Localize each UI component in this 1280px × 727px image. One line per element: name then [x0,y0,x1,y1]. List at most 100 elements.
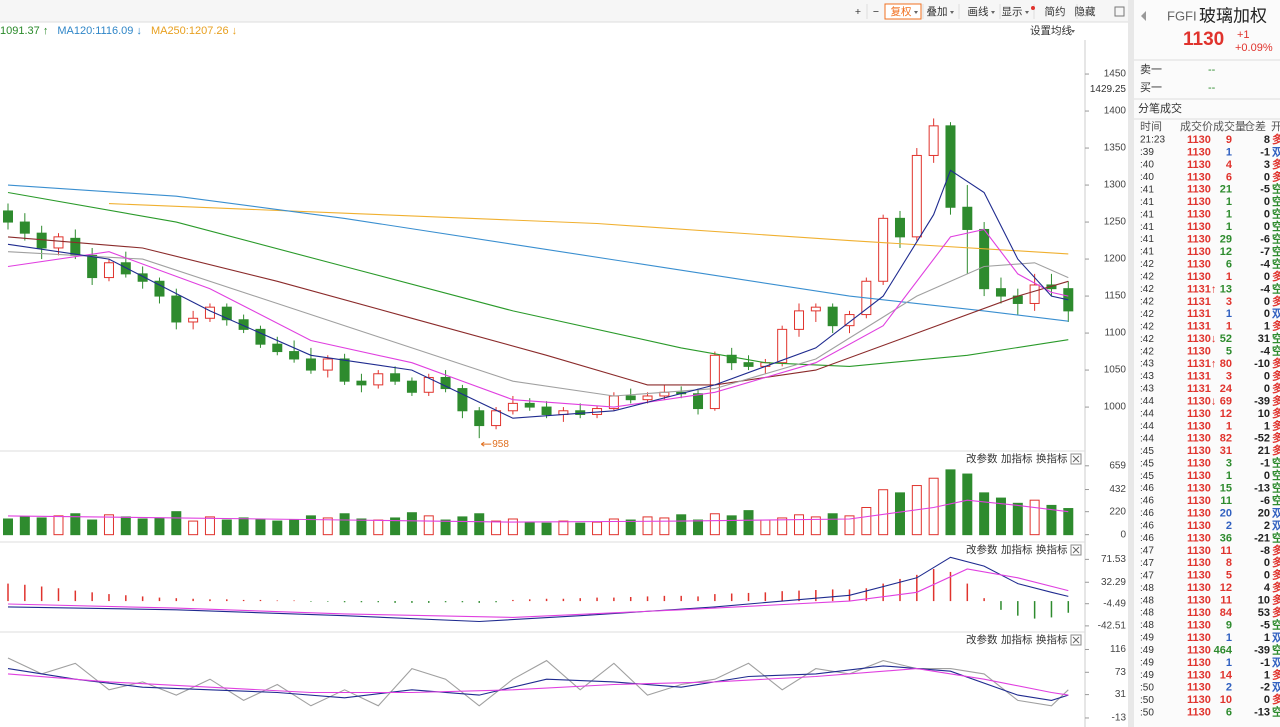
trade-cell: 31 [1220,445,1232,457]
toolbar-button[interactable]: 画线 [968,5,989,18]
trade-cell: 20 [1258,507,1270,519]
trade-cell: 1130 [1187,420,1211,432]
volume-bar [726,515,737,536]
panel-tool[interactable]: 改参数 [966,452,998,465]
trade-cell: 多 [1272,406,1280,420]
volume-bar [709,513,720,536]
volume-bar [861,506,872,536]
volume-bar [962,473,973,536]
panel-tool[interactable]: 换指标 [1036,633,1068,646]
volume-bar [390,517,401,536]
y-tick-label: 1450 [1104,69,1127,80]
trade-cell: -13 [1254,707,1270,719]
trade-cell: 1130 [1187,221,1211,233]
panel-tool[interactable]: 加指标 [1001,452,1033,465]
candle-body [423,376,434,393]
trade-cell: 1 [1264,632,1270,644]
toolbar-button[interactable]: 显示 [1002,6,1023,18]
candle-body [255,328,266,345]
trade-cell: 多 [1272,555,1280,569]
trade-cell: 1130 [1187,483,1211,495]
trade-cell: 1 [1226,196,1232,208]
panel-tool[interactable]: 换指标 [1036,452,1068,465]
volume-bar [844,515,855,536]
toolbar-button[interactable]: + [855,6,861,18]
trade-cell: 1130 [1187,657,1211,669]
trade-cell: :46 [1140,483,1154,494]
trade-cell: 空 [1272,281,1280,295]
trade-cell: :44 [1140,433,1154,444]
trade-cell: 空 [1272,194,1280,208]
trade-cell: 0 [1264,370,1270,382]
trade-cell: :41 [1140,222,1154,233]
volume-bar [3,518,13,536]
panel-tool[interactable]: 改参数 [966,543,998,556]
dropdown-icon [914,11,918,14]
volume-bar [676,514,687,536]
trade-cell: 0 [1264,308,1270,320]
volume-bar [507,518,518,536]
trade-cell: 多 [1272,568,1280,582]
volume-bar [491,520,502,536]
quote-change-pct: +0.09% [1235,42,1273,54]
candle-body [491,410,502,427]
trade-cell: 8 [1226,557,1232,569]
candle-body [995,288,1006,297]
trade-cell: 0 [1264,209,1270,221]
panel-tool[interactable]: 换指标 [1036,543,1068,556]
fullscreen-icon [1114,6,1125,17]
trade-cell: 9 [1226,134,1232,146]
trade-cell: 双 [1272,506,1280,519]
trade-cell: :48 [1140,595,1154,606]
trade-cell: 1130 [1187,258,1211,270]
toolbar-button[interactable]: 叠加 [927,6,948,18]
trade-cell: :50 [1140,682,1154,693]
volume-bar [137,518,148,536]
trade-cell: 1 [1226,632,1232,644]
trade-cell: :44 [1140,396,1154,407]
y-tick-label: -13 [1112,713,1127,724]
trade-cell: :42 [1140,272,1154,283]
quote-code: FGFI [1167,8,1197,23]
indicator-line [7,236,1069,386]
trade-cell: 29 [1220,234,1232,246]
collapse-icon[interactable] [1141,11,1146,21]
candle-body [440,376,451,390]
trade-cell: 12 [1220,408,1232,420]
trade-cell: 空 [1272,207,1280,221]
trade-cell: 6 [1226,707,1232,719]
trade-cell: 1130 [1187,246,1211,258]
y-tick-label: 1200 [1104,254,1127,265]
y-tick-label: 432 [1109,484,1126,495]
toolbar-button[interactable]: 复权 [891,5,912,18]
trade-cell: :40 [1140,172,1154,183]
trade-cell: 1130 [1187,458,1211,470]
candle-body [693,393,704,410]
toolbar-button[interactable]: 隐藏 [1075,6,1097,18]
toolbar-button[interactable]: 简约 [1045,5,1066,18]
toolbar-button[interactable]: − [873,6,879,18]
trade-cell: :45 [1140,471,1154,482]
volume-bar [36,517,47,536]
panel-tool[interactable]: 加指标 [1001,543,1033,556]
volume-bar [1046,504,1057,536]
trade-cell: 1130 [1187,607,1211,619]
trade-cell: 1131 [1187,370,1211,382]
candle-body [373,373,384,386]
panel-tool[interactable]: 加指标 [1001,633,1033,646]
trade-cell: 10 [1258,408,1270,420]
max-label-bg [1088,83,1128,96]
trade-cell: 多 [1272,393,1280,407]
trade-cell: :49 [1140,670,1154,681]
ma-settings[interactable]: 设置均线 [1030,24,1072,37]
volume-bar [120,516,131,536]
trade-cell: 11 [1220,495,1232,507]
low-label: 958 [492,439,509,450]
trade-cell: 11 [1220,545,1232,557]
volume-bar [558,520,569,536]
trade-cell: 1130 [1187,632,1211,644]
panel-tool[interactable]: 改参数 [966,633,998,646]
trade-cell: 空 [1272,456,1280,470]
trade-cell: -1 [1260,458,1270,470]
